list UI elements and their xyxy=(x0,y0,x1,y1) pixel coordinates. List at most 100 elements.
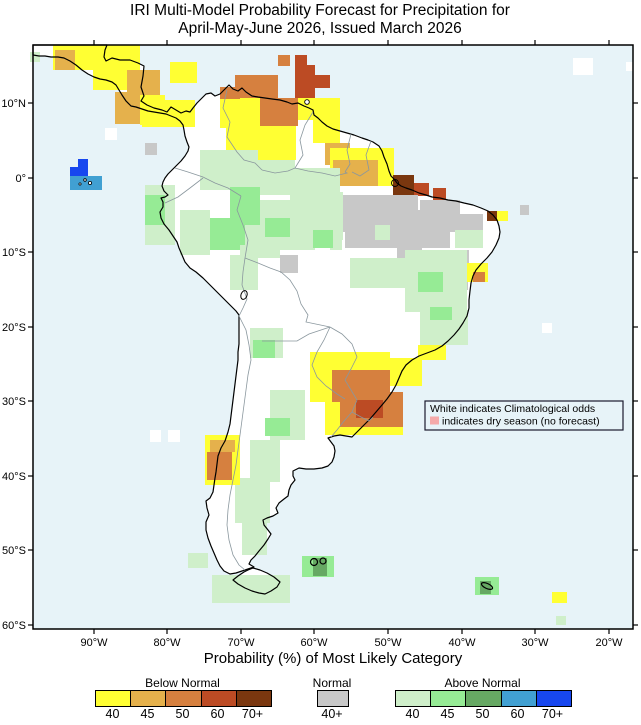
forecast-cell xyxy=(315,75,330,88)
forecast-cell xyxy=(250,440,280,482)
forecast-cell xyxy=(313,105,340,143)
forecast-cell xyxy=(145,195,165,225)
forecast-cell xyxy=(142,100,195,127)
tierra-del-fuego-coast xyxy=(232,567,281,595)
forecast-cell xyxy=(420,200,460,214)
lon-tick-label: 30°W xyxy=(521,637,549,649)
forecast-cell xyxy=(188,553,208,568)
forecast-cell xyxy=(88,178,102,190)
map-legend-frame xyxy=(424,400,624,431)
colorbar-segment xyxy=(466,691,502,706)
forecast-cell xyxy=(240,245,280,258)
colorbar-group-name: Normal xyxy=(312,676,352,690)
lake-titicaca xyxy=(240,290,248,300)
colorbar-value-label: 40 xyxy=(405,707,420,721)
colorbar-segment xyxy=(431,691,467,706)
marajo-island xyxy=(391,179,399,187)
colorbar-value-label: 40+ xyxy=(321,707,343,721)
island-coast xyxy=(319,557,327,565)
forecast-cell xyxy=(573,58,593,75)
colorbar-segment xyxy=(318,691,348,706)
forecast-cell xyxy=(265,418,290,436)
forecast-cell xyxy=(418,345,446,360)
colorbar-value-label: 60 xyxy=(510,707,525,721)
lon-tick-label: 60°W xyxy=(300,637,328,649)
map-legend-line1: White indicates Climatological odds xyxy=(430,403,595,415)
colorbar-segment xyxy=(201,691,237,706)
forecast-cell xyxy=(345,230,450,248)
trinidad-island xyxy=(304,99,310,105)
forecast-cell xyxy=(150,430,161,442)
forecast-cell xyxy=(210,218,245,250)
probability-axis-title: Probability (%) of Most Likely Category xyxy=(203,650,463,667)
lon-tick-label: 40°W xyxy=(448,637,476,649)
forecast-cell xyxy=(330,210,460,232)
colorbar-value-label: 70+ xyxy=(541,707,564,721)
colorbar-value-label: 45 xyxy=(440,707,455,721)
lat-tick-label: 30°S xyxy=(2,396,26,408)
forecast-cell xyxy=(78,159,88,168)
chart-title-line2: April-May-June 2026, Issued March 2026 xyxy=(178,20,462,37)
forecast-cell xyxy=(313,558,327,576)
lat-tick-label: 40°S xyxy=(2,471,26,483)
galapagos-island-3 xyxy=(78,182,82,186)
colorbar-segment xyxy=(96,691,132,706)
lat-tick-label: 60°S xyxy=(2,620,26,632)
forecast-cell xyxy=(487,211,497,221)
mainland-coast xyxy=(32,44,501,575)
forecast-cell xyxy=(235,75,278,98)
axis-ticks xyxy=(28,40,638,634)
island-coast xyxy=(309,557,319,567)
forecast-cell xyxy=(390,358,422,386)
colorbar-segment xyxy=(131,691,167,706)
forecast-cell xyxy=(145,143,157,155)
galapagos-island-1 xyxy=(83,178,87,182)
forecast-cell xyxy=(375,225,390,240)
colorbar-value-label: 70+ xyxy=(241,707,264,721)
forecast-cell xyxy=(356,400,383,418)
colorbar xyxy=(395,690,572,707)
forecast-cell xyxy=(200,150,258,190)
forecast-cell xyxy=(430,307,452,320)
forecast-cell xyxy=(556,616,566,625)
forecast-cell xyxy=(180,210,210,255)
forecast-cell xyxy=(455,230,483,248)
lat-tick-label: 50°S xyxy=(2,545,26,557)
forecast-cell xyxy=(55,50,75,70)
forecast-cell xyxy=(520,205,529,215)
chart-title-line1: IRI Multi-Model Probability Forecast for… xyxy=(130,2,510,19)
map-legend-line2: indicates dry season (no forecast) xyxy=(442,416,600,428)
forecast-cell xyxy=(168,430,180,442)
colorbar xyxy=(95,690,272,707)
forecast-cell xyxy=(170,62,197,83)
forecast-cell xyxy=(350,258,410,288)
colorbar-value-label: 60 xyxy=(210,707,225,721)
lat-tick-label: 20°S xyxy=(2,322,26,334)
galapagos-island-2 xyxy=(88,180,93,185)
island-details xyxy=(78,99,399,300)
colorbar-segment xyxy=(536,691,572,706)
forecast-cell xyxy=(242,523,267,555)
colorbar-group-name: Below Normal xyxy=(145,676,220,690)
map-frame xyxy=(32,44,634,630)
colorbar-segment xyxy=(396,691,432,706)
colorbar-segment xyxy=(501,691,537,706)
forecast-cell xyxy=(260,98,298,126)
lat-tick-label: 10°N xyxy=(1,98,26,110)
forecast-cell xyxy=(542,323,552,333)
colorbar-value-label: 50 xyxy=(475,707,490,721)
forecast-cell xyxy=(280,255,298,273)
lon-tick-label: 90°W xyxy=(80,637,108,649)
lon-tick-label: 80°W xyxy=(153,637,181,649)
forecast-cell xyxy=(333,160,378,186)
forecast-cell xyxy=(278,55,290,66)
country-borders xyxy=(164,89,374,571)
forecast-cell xyxy=(212,575,290,603)
forecast-cell xyxy=(30,52,40,62)
lon-tick-label: 50°W xyxy=(374,637,402,649)
forecast-cell xyxy=(313,230,333,248)
coastline xyxy=(32,44,501,595)
colorbar-segment xyxy=(236,691,272,706)
forecast-cell xyxy=(626,62,633,71)
